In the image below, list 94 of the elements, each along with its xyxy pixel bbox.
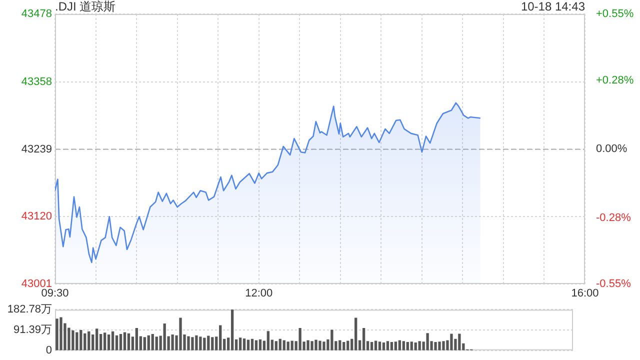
bar — [219, 325, 222, 350]
bar — [346, 340, 350, 350]
bar — [386, 341, 390, 350]
y-tick-label: 43001 — [21, 278, 52, 290]
bar — [402, 341, 405, 350]
bar — [370, 342, 374, 350]
bar — [68, 328, 70, 350]
bar — [238, 338, 242, 350]
bar — [310, 341, 314, 350]
bar — [378, 342, 382, 350]
bar — [342, 342, 346, 350]
bar — [147, 335, 150, 350]
bar — [230, 310, 234, 350]
y-tick-label: 43120 — [21, 210, 52, 223]
y2-tick-label: 0.00% — [596, 143, 628, 156]
bar — [298, 328, 302, 350]
y-tick-label: 43478 — [21, 8, 52, 20]
bar — [195, 335, 198, 350]
bar — [179, 318, 182, 350]
bar — [211, 337, 214, 350]
bar — [96, 328, 98, 350]
x-tick-label: 09:30 — [41, 288, 69, 300]
bar — [322, 342, 326, 350]
y-tick-label: 43358 — [21, 76, 52, 88]
bar — [56, 318, 58, 350]
bar — [88, 331, 90, 350]
bar — [246, 340, 250, 350]
bar — [135, 328, 138, 350]
bar — [286, 342, 290, 350]
bar — [278, 338, 282, 350]
y2-tick-label: +0.55% — [596, 8, 634, 20]
bar — [207, 336, 210, 350]
bar — [250, 338, 254, 350]
bar — [115, 335, 118, 350]
bar — [76, 332, 78, 350]
bar — [258, 339, 262, 350]
bar — [438, 342, 441, 350]
bar — [242, 338, 246, 350]
bar — [410, 342, 413, 350]
bar — [382, 342, 386, 350]
bar — [390, 342, 394, 350]
bar — [442, 341, 445, 350]
bar — [318, 340, 322, 350]
bar — [151, 334, 154, 350]
text: 10-18 14:43 — [520, 0, 586, 14]
bar — [374, 340, 378, 350]
bar — [306, 340, 310, 350]
bar — [155, 336, 158, 350]
chart-title: .DJI 道琼斯 — [55, 0, 116, 14]
bar — [199, 336, 202, 350]
y-tick-label: 91.39万 — [13, 324, 52, 336]
y2-tick-label: -0.55% — [596, 278, 632, 290]
y2-tick-label: -0.28% — [596, 212, 632, 224]
bar — [362, 328, 366, 350]
bar — [203, 338, 206, 350]
bar — [123, 332, 126, 350]
bar — [418, 341, 421, 350]
bar — [426, 333, 429, 350]
y-tick-label: 0 — [46, 344, 52, 356]
bar — [450, 334, 453, 350]
bar — [80, 330, 82, 350]
bar — [290, 340, 294, 350]
bar — [282, 340, 286, 350]
bar — [254, 340, 258, 350]
bar — [330, 330, 334, 350]
bar — [314, 340, 318, 350]
bar — [72, 330, 74, 350]
bar — [414, 342, 417, 350]
bar — [127, 333, 130, 350]
x-tick-label: 12:00 — [245, 288, 273, 300]
bar — [458, 334, 461, 350]
bar — [107, 334, 110, 350]
bar — [434, 342, 437, 350]
bar — [111, 331, 114, 350]
bar — [84, 333, 86, 350]
bar — [103, 332, 106, 350]
bar — [338, 340, 342, 350]
bar — [274, 341, 278, 350]
bar — [398, 340, 401, 350]
bar — [171, 334, 174, 350]
x-tick-label: 16:00 — [571, 288, 599, 300]
bar — [394, 342, 398, 350]
bar — [266, 331, 270, 350]
y-tick-label: 43239 — [21, 143, 52, 156]
bar — [60, 317, 62, 350]
bar — [406, 342, 409, 350]
bar — [354, 318, 358, 350]
bar — [163, 324, 166, 350]
y-tick-label: 182.78万 — [7, 304, 52, 316]
bar — [191, 337, 194, 350]
bar — [143, 337, 146, 350]
bar — [119, 334, 122, 350]
bar — [187, 336, 190, 350]
y2-tick-label: +0.28% — [596, 74, 634, 86]
